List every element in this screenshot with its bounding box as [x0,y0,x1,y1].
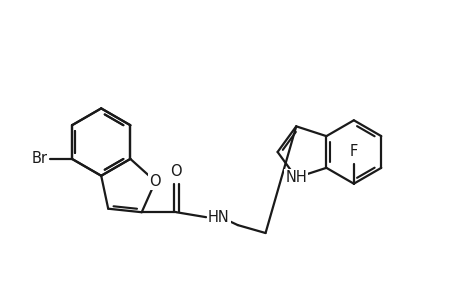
Text: NH: NH [285,170,307,185]
Text: F: F [349,144,357,159]
Text: O: O [149,174,161,189]
Text: Br: Br [31,152,47,166]
Text: HN: HN [207,210,230,225]
Text: O: O [170,164,182,178]
